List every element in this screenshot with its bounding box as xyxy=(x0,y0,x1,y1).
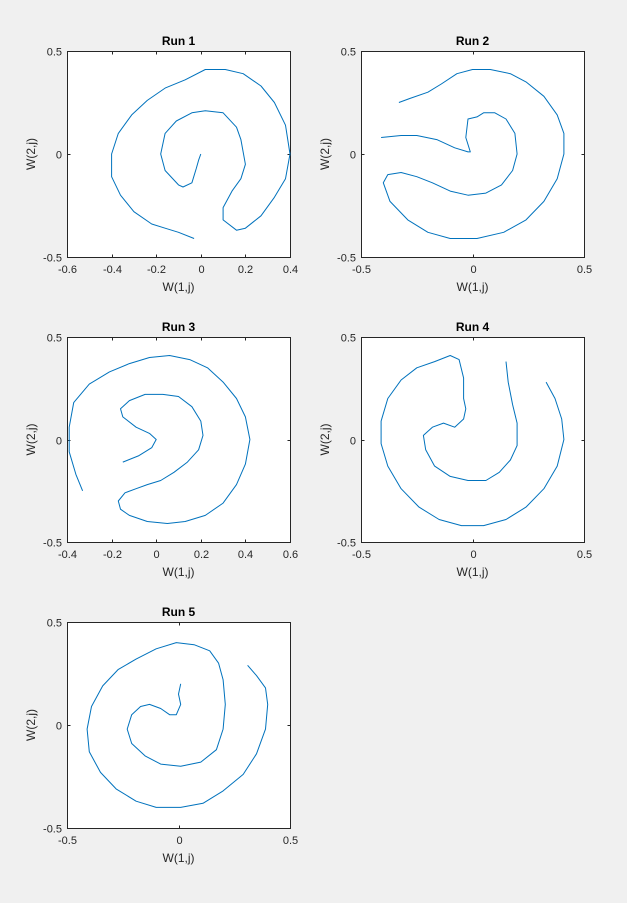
x-axis-label: W(1,j) xyxy=(163,565,195,579)
x-tick-label: -0.4 xyxy=(103,264,122,276)
series-line xyxy=(86,642,269,808)
y-tick-label: 0 xyxy=(56,436,62,448)
x-tick-label: -0.5 xyxy=(58,835,77,847)
y-axis-label: W(2,j) xyxy=(318,138,332,170)
x-tick-label: -0.5 xyxy=(352,549,371,561)
subplot-2: -0.5 0 0.5 -0.5 0 0.5 Run 2 W(1,j) W(2,j) xyxy=(318,34,592,294)
x-tick-label: -0.2 xyxy=(147,264,166,276)
x-tick-label: 0.5 xyxy=(283,835,298,847)
axes-box xyxy=(361,51,585,258)
y-tick-label: 0.5 xyxy=(47,618,62,630)
x-tick-label: 0.5 xyxy=(577,264,592,276)
chart-title: Run 4 xyxy=(456,320,490,334)
x-tick-label: 0.4 xyxy=(238,549,253,561)
subplot-3: -0.4 -0.2 0 0.2 0.4 0.6 -0.5 0 0.5 Run 3 W(1,j) W(2… xyxy=(24,320,298,579)
x-axis-label: W(1,j) xyxy=(163,280,195,294)
x-axis-label: W(1,j) xyxy=(457,565,489,579)
y-tick-label: -0.5 xyxy=(43,538,62,550)
y-tick-label: 0 xyxy=(350,436,356,448)
axes-box xyxy=(361,337,585,543)
axes-box xyxy=(67,622,291,829)
series-line xyxy=(380,355,565,527)
y-axis-label: W(2,j) xyxy=(24,138,38,170)
y-tick-label: -0.5 xyxy=(43,824,62,836)
x-tick-label: 0 xyxy=(198,264,204,276)
x-tick-label: 0.6 xyxy=(283,549,298,561)
y-tick-label: 0 xyxy=(56,721,62,733)
chart-title: Run 5 xyxy=(162,605,196,619)
y-tick-label: -0.5 xyxy=(43,253,62,265)
x-tick-label: -0.6 xyxy=(58,264,77,276)
x-tick-label: 0 xyxy=(176,835,182,847)
x-tick-label: 0.5 xyxy=(577,549,592,561)
x-axis-label: W(1,j) xyxy=(163,851,195,865)
subplot-5: -0.5 0 0.5 -0.5 0 0.5 Run 5 W(1,j) W(2,j) xyxy=(24,605,298,865)
x-tick-label: -0.2 xyxy=(103,549,122,561)
axes-box xyxy=(67,51,291,258)
chart-title: Run 1 xyxy=(162,34,196,48)
series-line xyxy=(68,355,251,524)
x-tick-label: 0 xyxy=(470,264,476,276)
y-tick-label: 0 xyxy=(350,150,356,162)
y-tick-label: 0 xyxy=(56,150,62,162)
y-tick-label: 0.5 xyxy=(47,333,62,345)
chart-title: Run 3 xyxy=(162,320,196,334)
chart-title: Run 2 xyxy=(456,34,490,48)
y-axis-label: W(2,j) xyxy=(318,424,332,456)
series-line xyxy=(111,69,291,239)
x-tick-label: 0.4 xyxy=(283,264,298,276)
y-tick-label: 0.5 xyxy=(341,333,356,345)
y-axis-label: W(2,j) xyxy=(24,709,38,741)
y-tick-label: -0.5 xyxy=(337,253,356,265)
x-tick-label: 0 xyxy=(470,549,476,561)
x-tick-label: -0.5 xyxy=(352,264,371,276)
x-tick-label: 0.2 xyxy=(194,549,209,561)
subplot-4: -0.5 0 0.5 -0.5 0 0.5 Run 4 W(1,j) W(2,j) xyxy=(318,320,592,579)
y-tick-label: 0.5 xyxy=(47,47,62,59)
x-tick-label: -0.4 xyxy=(58,549,77,561)
x-tick-label: 0.2 xyxy=(238,264,253,276)
y-tick-label: 0.5 xyxy=(341,47,356,59)
subplot-1: -0.6 -0.4 -0.2 0 0.2 0.4 -0.5 0 0.5 Run 1 W(1,j) W(… xyxy=(24,34,298,294)
axes-box xyxy=(67,337,291,543)
series-line xyxy=(381,69,565,239)
y-tick-label: -0.5 xyxy=(337,538,356,550)
x-tick-label: 0 xyxy=(153,549,159,561)
x-axis-label: W(1,j) xyxy=(457,280,489,294)
y-axis-label: W(2,j) xyxy=(24,424,38,456)
